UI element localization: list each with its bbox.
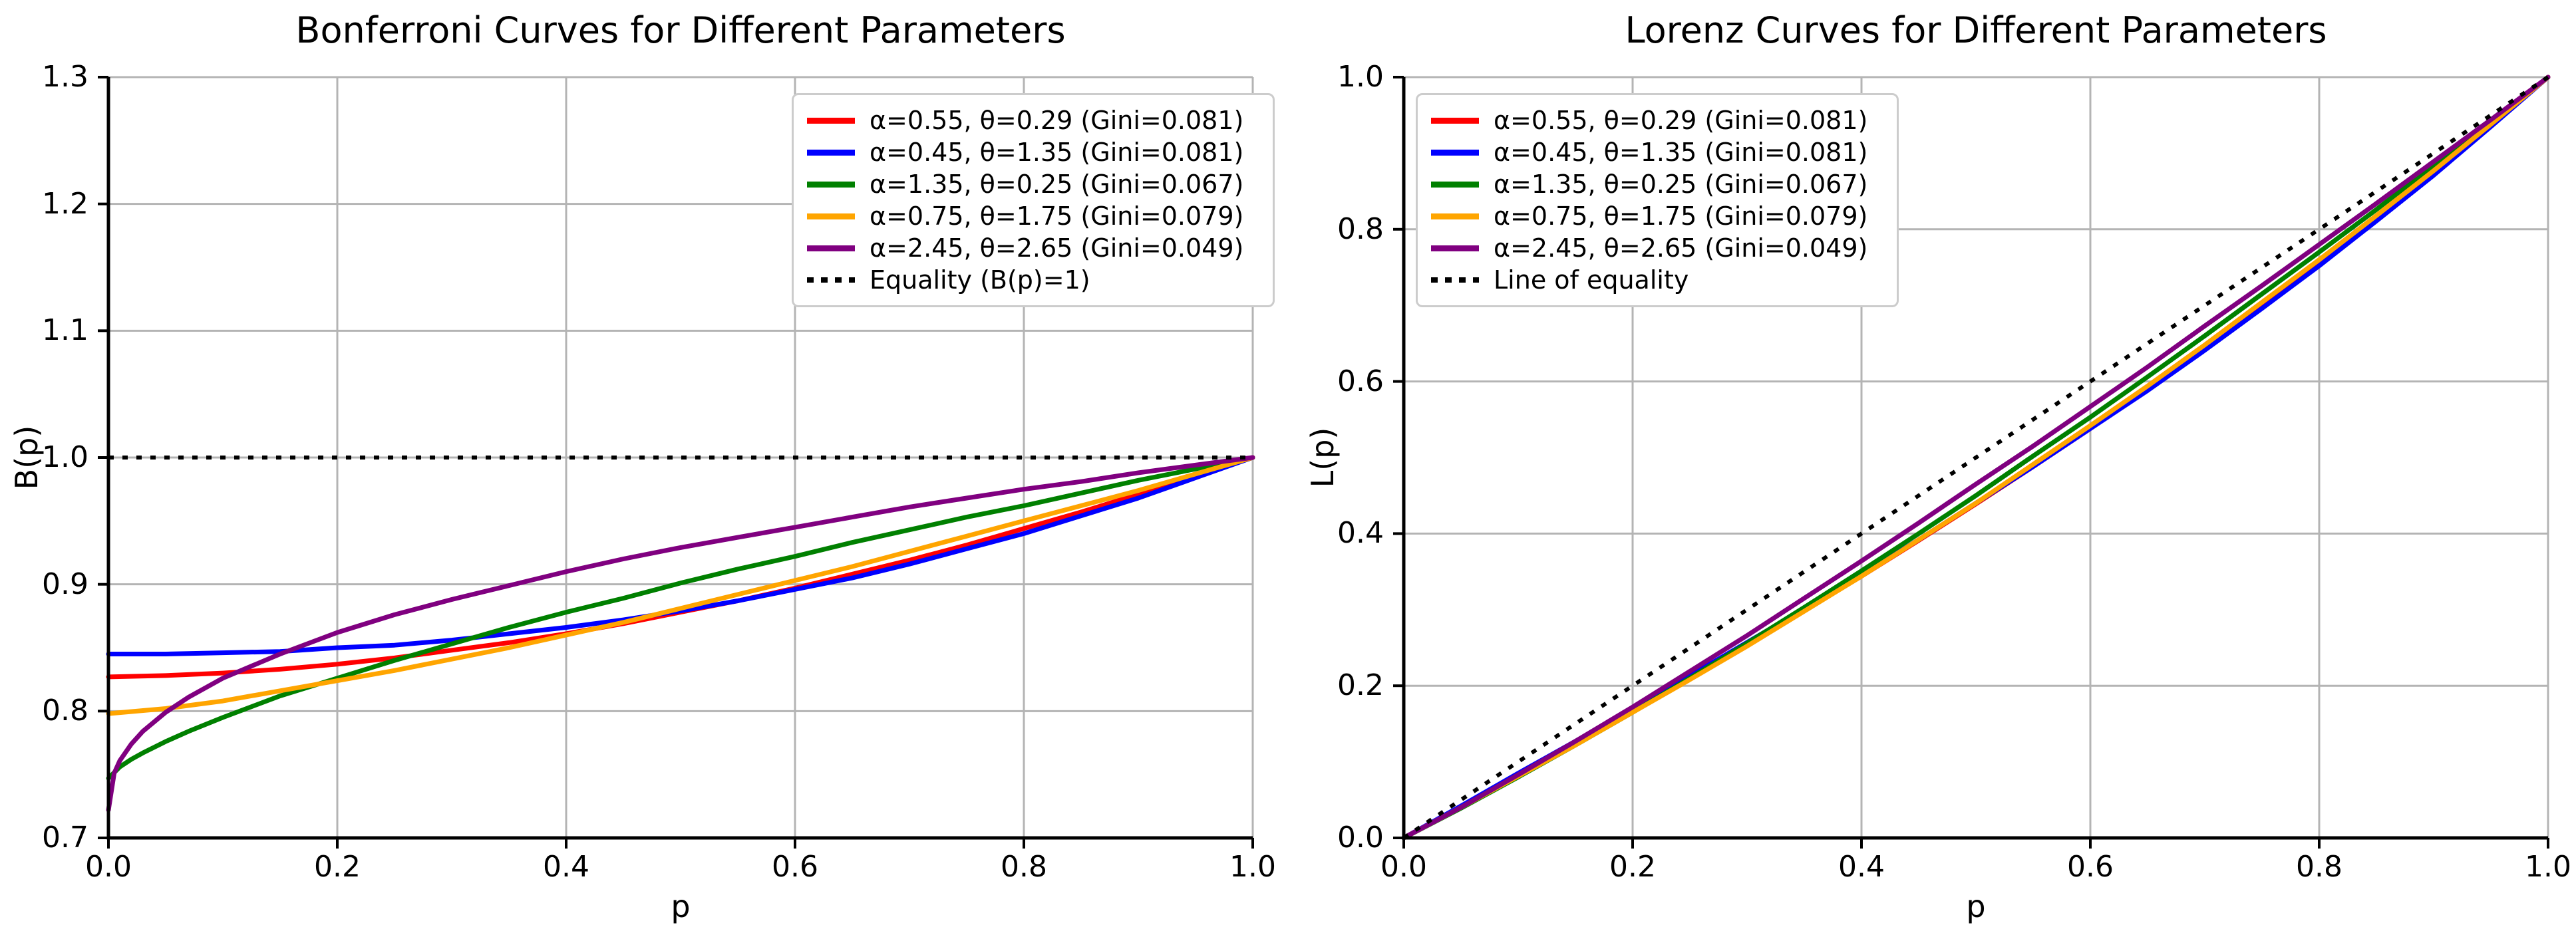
legend-row: α=1.35, θ=0.25 (Gini=0.067) <box>1431 168 1883 200</box>
curve-chart1 <box>1401 74 2551 841</box>
legend-line-icon <box>1431 245 1479 251</box>
legend-row: α=0.75, θ=1.75 (Gini=0.079) <box>1431 200 1883 232</box>
curve-chart0 <box>106 455 1255 781</box>
x-tick-label: 0.6 <box>772 850 818 884</box>
curve-chart0 <box>106 455 1255 680</box>
legend-label: α=0.45, θ=1.35 (Gini=0.081) <box>1494 138 1868 167</box>
legend-label: α=0.45, θ=1.35 (Gini=0.081) <box>870 138 1244 167</box>
legend-label: α=0.75, θ=1.75 (Gini=0.079) <box>870 201 1244 231</box>
legend-row: α=0.45, θ=1.35 (Gini=0.081) <box>1431 136 1883 168</box>
y-tick-label: 1.3 <box>42 60 88 94</box>
y-tick-label: 0.6 <box>1337 364 1384 398</box>
chart-title-bonferroni: Bonferroni Curves for Different Paramete… <box>295 9 1066 51</box>
x-tick-label: 0.8 <box>2296 850 2342 884</box>
equality-line-chart1 <box>1402 75 2549 840</box>
legend-row: α=2.45, θ=2.65 (Gini=0.049) <box>1431 232 1883 264</box>
y-tick-label: 1.0 <box>1337 60 1384 94</box>
legend-lorenz: α=0.55, θ=0.29 (Gini=0.081) α=0.45, θ=1.3… <box>1416 93 1899 307</box>
legend-label: α=0.75, θ=1.75 (Gini=0.079) <box>1494 201 1868 231</box>
legend-label: α=1.35, θ=0.25 (Gini=0.067) <box>1494 170 1868 199</box>
x-axis-label-lorenz: p <box>1966 888 1986 924</box>
curve-chart1 <box>1401 74 2551 841</box>
legend-row: α=0.55, θ=0.29 (Gini=0.081) <box>807 104 1259 136</box>
x-tick-label: 0.0 <box>1380 850 1427 884</box>
x-axis-label-bonferroni: p <box>671 888 691 924</box>
legend-row: α=0.75, θ=1.75 (Gini=0.079) <box>807 200 1259 232</box>
y-tick-label: 0.7 <box>42 821 88 855</box>
legend-line-icon <box>807 181 855 188</box>
y-tick-label: 0.0 <box>1337 821 1384 855</box>
y-tick-label: 1.0 <box>42 440 88 474</box>
legend-bonferroni: α=0.55, θ=0.29 (Gini=0.081) α=0.45, θ=1.3… <box>792 93 1275 307</box>
legend-row: Line of equality <box>1431 264 1883 296</box>
legend-line-icon <box>1431 149 1479 156</box>
legend-label: Line of equality <box>1494 265 1689 295</box>
legend-row: α=0.45, θ=1.35 (Gini=0.081) <box>807 136 1259 168</box>
legend-line-icon <box>807 149 855 156</box>
legend-label: Equality (B(p)=1) <box>870 265 1090 295</box>
y-tick-label: 1.2 <box>42 186 88 221</box>
legend-row: α=0.55, θ=0.29 (Gini=0.081) <box>1431 104 1883 136</box>
legend-dotted-line-icon <box>1431 277 1479 283</box>
legend-line-icon <box>807 245 855 251</box>
legend-row: α=1.35, θ=0.25 (Gini=0.067) <box>807 168 1259 200</box>
y-tick-label: 0.8 <box>1337 211 1384 246</box>
y-tick-label: 1.1 <box>42 313 88 348</box>
x-tick-label: 0.2 <box>314 850 361 884</box>
x-tick-label: 0.0 <box>85 850 132 884</box>
legend-line-icon <box>807 213 855 219</box>
x-tick-label: 0.8 <box>1001 850 1047 884</box>
legend-line-icon <box>807 117 855 124</box>
x-tick-label: 0.4 <box>543 850 589 884</box>
x-tick-label: 0.6 <box>2067 850 2114 884</box>
y-axis-label-lorenz: L(p) <box>1305 427 1341 488</box>
y-tick-label: 0.8 <box>42 694 88 728</box>
legend-label: α=1.35, θ=0.25 (Gini=0.067) <box>870 170 1244 199</box>
y-tick-label: 0.4 <box>1337 516 1384 551</box>
legend-label: α=0.55, θ=0.29 (Gini=0.081) <box>1494 106 1868 135</box>
chart-title-lorenz: Lorenz Curves for Different Parameters <box>1625 9 2327 51</box>
legend-row: Equality (B(p)=1) <box>807 264 1259 296</box>
legend-label: α=2.45, θ=2.65 (Gini=0.049) <box>1494 233 1868 263</box>
curve-chart0 <box>106 455 1255 716</box>
y-tick-label: 0.9 <box>42 567 88 601</box>
legend-dotted-line-icon <box>807 277 855 283</box>
y-axis-label-bonferroni: B(p) <box>9 425 45 490</box>
x-tick-label: 0.4 <box>1838 850 1885 884</box>
legend-line-icon <box>1431 181 1479 188</box>
legend-label: α=0.55, θ=0.29 (Gini=0.081) <box>870 106 1244 135</box>
curve-chart0 <box>106 455 1255 813</box>
legend-label: α=2.45, θ=2.65 (Gini=0.049) <box>870 233 1244 263</box>
y-tick-label: 0.2 <box>1337 668 1384 703</box>
x-tick-label: 1.0 <box>1229 850 1276 884</box>
legend-line-icon <box>1431 117 1479 124</box>
x-tick-label: 1.0 <box>2525 850 2571 884</box>
legend-line-icon <box>1431 213 1479 219</box>
x-tick-label: 0.2 <box>1609 850 1656 884</box>
curve-chart0 <box>106 455 1255 656</box>
legend-row: α=2.45, θ=2.65 (Gini=0.049) <box>807 232 1259 264</box>
